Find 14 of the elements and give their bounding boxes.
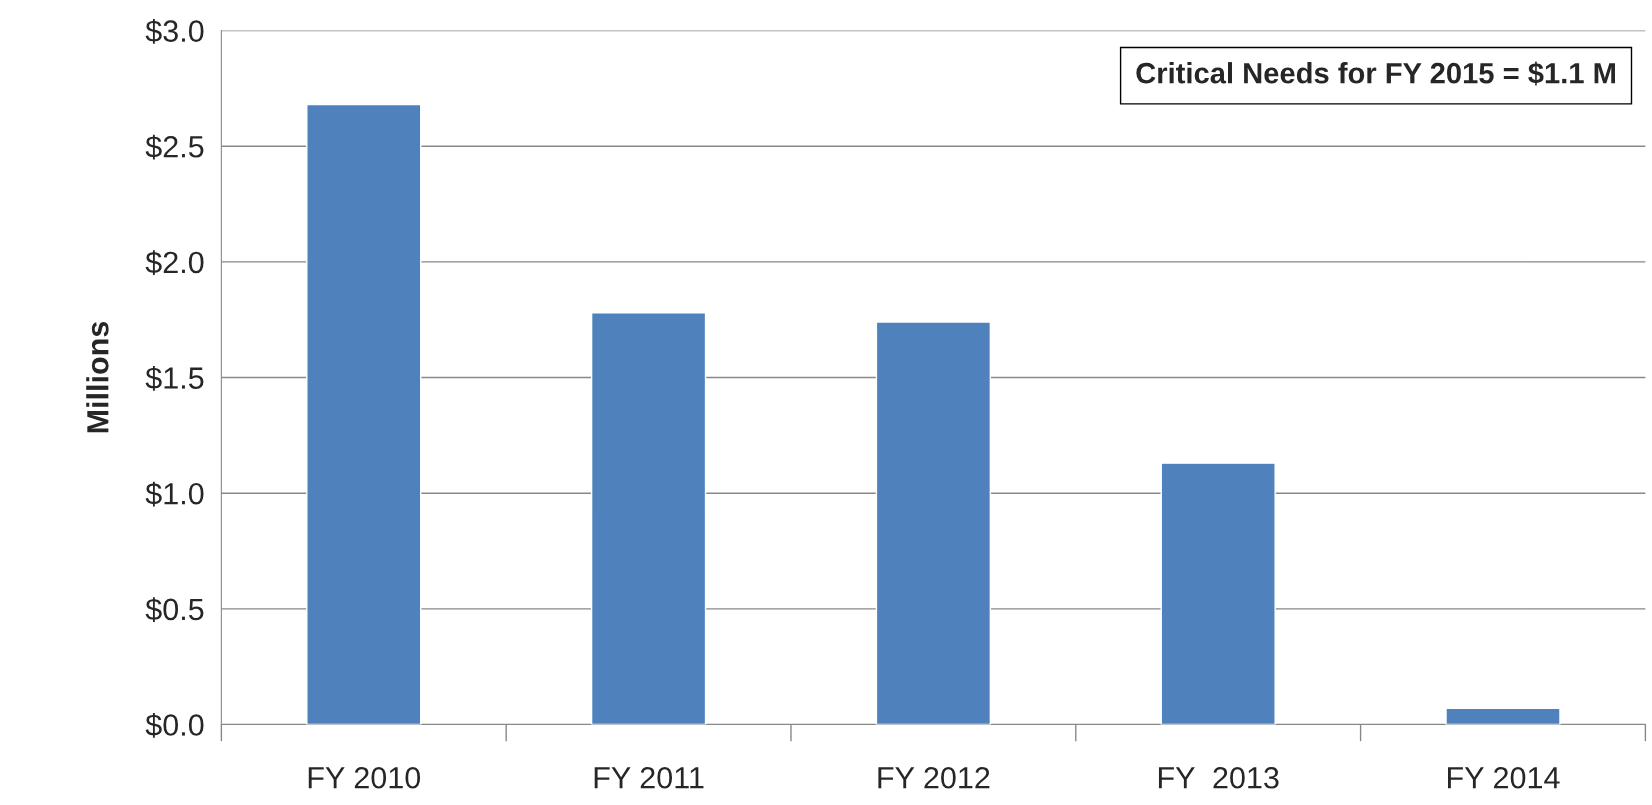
x-tick-label: FY 2011 bbox=[594, 766, 704, 789]
y-tick-label: $2.5 bbox=[145, 134, 204, 160]
y-axis-title: Millions bbox=[86, 321, 109, 433]
y-tick-label: $2.0 bbox=[145, 250, 204, 276]
y-tick-label: $3.0 bbox=[145, 19, 204, 44]
y-tick-label: $1.5 bbox=[145, 366, 204, 391]
y-tick-label: $1.0 bbox=[145, 481, 204, 507]
y-tick-label: $0.5 bbox=[145, 597, 204, 623]
annotation: Critical Needs for FY 2015 = $1.1 M bbox=[1136, 61, 1615, 86]
x-tick-label: FY 2014 bbox=[1448, 766, 1560, 789]
x-tick-label: FY 2012 bbox=[878, 766, 990, 789]
x-tick-label: FY 2010 bbox=[308, 766, 421, 789]
x-tick-label: FY 2013 bbox=[1158, 766, 1279, 789]
y-tick-label: $0.0 bbox=[145, 712, 204, 738]
